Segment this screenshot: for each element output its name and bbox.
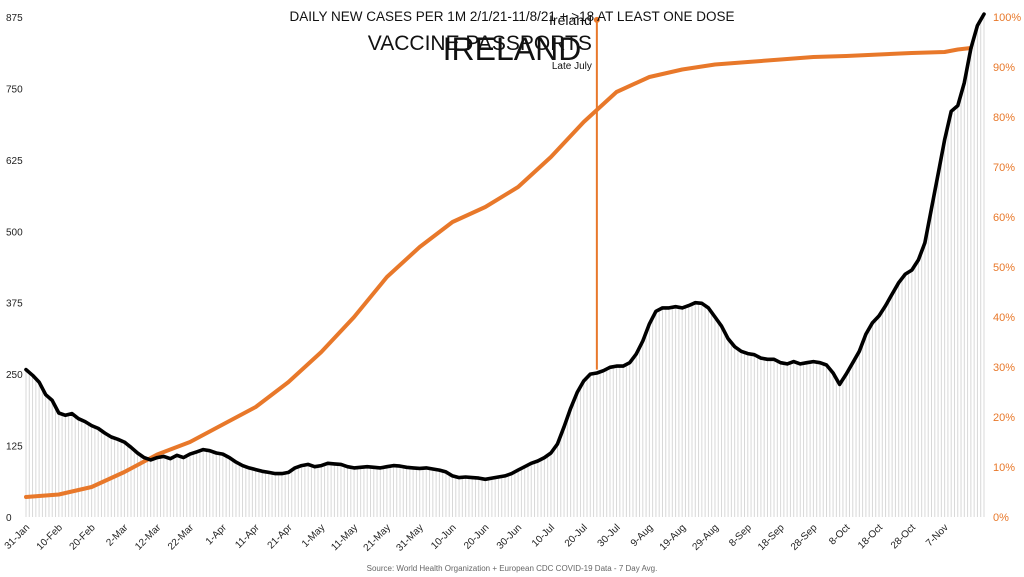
right-tick-label: 30% (993, 362, 1015, 374)
right-axis: 0% 10% 20% 30% 40% 50% 60% 70% 80% 90% 100% (993, 12, 1021, 524)
right-tick-label: 70% (993, 162, 1015, 174)
annotation-dot (593, 16, 600, 23)
daily-case-bars (25, 14, 985, 517)
left-tick-label: 500 (6, 227, 23, 238)
annotation-country: Ireland (549, 12, 592, 28)
vaccine-passport-annotation: Ireland VACCINE PASSPORTS Late July (368, 12, 600, 370)
right-tick-label: 0% (993, 512, 1009, 524)
chart-title: DAILY NEW CASES PER 1M 2/1/21-11/8/21 + … (290, 9, 735, 24)
left-axis: 0 125 250 375 500 625 750 875 (6, 13, 23, 524)
right-tick-label: 20% (993, 412, 1015, 424)
left-tick-label: 0 (6, 513, 12, 524)
right-tick-label: 90% (993, 62, 1015, 74)
chart-subtitle: IRELAND (443, 31, 582, 67)
right-tick-label: 50% (993, 262, 1015, 274)
right-tick-label: 60% (993, 212, 1015, 224)
left-tick-label: 250 (6, 370, 23, 381)
left-tick-label: 875 (6, 13, 23, 24)
source-note: Source: World Health Organization + Euro… (367, 564, 658, 573)
right-tick-label: 40% (993, 312, 1015, 324)
cases-line (24, 12, 986, 482)
left-tick-label: 750 (6, 84, 23, 95)
right-tick-label: 10% (993, 462, 1015, 474)
annotation-timing: Late July (552, 61, 592, 72)
left-tick-label: 625 (6, 156, 23, 167)
left-tick-label: 125 (6, 442, 23, 453)
right-tick-label: 80% (993, 112, 1015, 124)
left-tick-label: 375 (6, 299, 23, 310)
right-tick-label: 100% (993, 12, 1021, 24)
first-dose-line (24, 46, 973, 499)
annotation-headline: VACCINE PASSPORTS (368, 32, 592, 55)
